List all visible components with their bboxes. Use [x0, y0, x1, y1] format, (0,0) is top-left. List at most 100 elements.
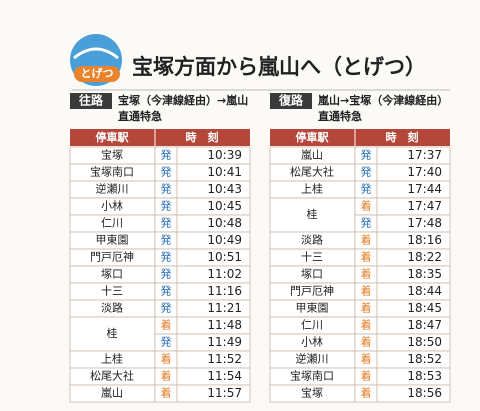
station: 松尾大社: [90, 369, 134, 383]
header-row: [270, 129, 450, 146]
kind: 着: [361, 369, 372, 383]
kind: 発: [361, 182, 372, 196]
kind: 着: [361, 267, 372, 281]
kind: 着: [361, 284, 372, 298]
kind: 着: [361, 250, 372, 264]
section-label: 復路: [278, 93, 304, 108]
station: 逆瀬川: [296, 352, 329, 366]
kind: 着: [161, 386, 172, 400]
kind: 発: [161, 148, 172, 162]
kind: 発: [161, 233, 172, 247]
time: 17:47: [407, 199, 442, 213]
station: 門戸厄神: [90, 250, 134, 264]
time: 11:57: [207, 386, 242, 400]
station: 淡路: [301, 234, 323, 247]
station: 門戸厄神: [290, 284, 334, 298]
kind: 着: [361, 199, 372, 213]
station: 仁川: [301, 319, 323, 332]
time-cell: [176, 384, 251, 403]
time: 10:45: [207, 199, 242, 213]
time: 18:44: [407, 284, 442, 298]
station: 逆瀬川: [96, 182, 129, 196]
time-cell: [376, 384, 451, 403]
station: 桂: [307, 207, 318, 221]
station: 松尾大社: [290, 165, 334, 179]
time: 18:52: [407, 352, 442, 366]
kind: 着: [161, 352, 172, 366]
kind: 発: [161, 335, 172, 349]
station: 塚口: [301, 268, 323, 281]
station: 宝塚南口: [290, 369, 334, 383]
kind: 発: [161, 267, 172, 281]
station: 十三: [101, 284, 123, 298]
time: 18:16: [407, 233, 442, 247]
time: 10:51: [207, 250, 242, 264]
time: 18:53: [407, 369, 442, 383]
station-cell: [69, 316, 156, 352]
time: 17:44: [407, 182, 442, 196]
kind: 発: [361, 148, 372, 162]
section-label-bg: [270, 93, 312, 109]
time: 18:22: [407, 250, 442, 264]
time: 18:56: [407, 386, 442, 400]
kind: 着: [361, 352, 372, 366]
station: 上桂: [101, 352, 123, 366]
kind: 着: [361, 386, 372, 400]
time: 17:48: [407, 216, 442, 230]
kind: 発: [161, 216, 172, 230]
time: 11:54: [207, 369, 242, 383]
kind: 発: [161, 250, 172, 264]
col-time: 時 刻: [186, 130, 219, 144]
kind: 着: [361, 301, 372, 315]
station: 上桂: [301, 182, 323, 196]
time: 11:02: [207, 267, 242, 281]
kind: 発: [161, 199, 172, 213]
title: 宝塚方面から嵐山へ（とげつ）: [132, 55, 426, 79]
station: 小林: [301, 335, 323, 349]
time: 11:21: [207, 301, 242, 315]
time: 11:49: [207, 335, 242, 349]
time: 17:40: [407, 165, 442, 179]
route: 宝塚（今津線経由）→嵐山: [118, 93, 248, 107]
train-type: 直通特急: [118, 109, 162, 123]
time: 11:48: [207, 318, 242, 332]
kind: 発: [161, 182, 172, 196]
station: 仁川: [101, 217, 123, 230]
station: 宝塚: [301, 386, 323, 400]
kind: 着: [161, 318, 172, 332]
col-station: 停車駅: [96, 130, 129, 144]
kind: 着: [361, 335, 372, 349]
time: 10:41: [207, 165, 242, 179]
station-cell: [269, 197, 356, 233]
kind: 発: [161, 165, 172, 179]
station: 甲東園: [296, 302, 329, 315]
time: 18:45: [407, 301, 442, 315]
kind: 着: [161, 369, 172, 383]
badge-bg: [74, 66, 120, 82]
section-label: 往路: [79, 93, 104, 108]
kind: 着: [361, 318, 372, 332]
time: 10:39: [207, 148, 242, 162]
header-row: [70, 129, 250, 146]
station: 宝塚南口: [90, 165, 134, 179]
section-label-bg: [70, 93, 112, 109]
kind: 着: [361, 233, 372, 247]
time: 11:16: [207, 284, 242, 298]
station: 桂: [107, 326, 118, 340]
train-type: 直通特急: [318, 109, 362, 123]
time: 17:37: [407, 148, 442, 162]
time: 10:43: [207, 182, 242, 196]
kind: 発: [161, 301, 172, 315]
station: 甲東園: [96, 234, 129, 247]
col-time: 時 刻: [386, 130, 419, 144]
station: 塚口: [101, 268, 123, 281]
kind: 発: [161, 284, 172, 298]
time: 18:35: [407, 267, 442, 281]
station: 淡路: [101, 302, 123, 315]
route: 嵐山→宝塚（今津線経由）: [317, 93, 448, 107]
station: 十三: [301, 250, 323, 264]
time: 18:50: [407, 335, 442, 349]
station: 小林: [101, 199, 123, 213]
time: 11:52: [207, 352, 242, 366]
